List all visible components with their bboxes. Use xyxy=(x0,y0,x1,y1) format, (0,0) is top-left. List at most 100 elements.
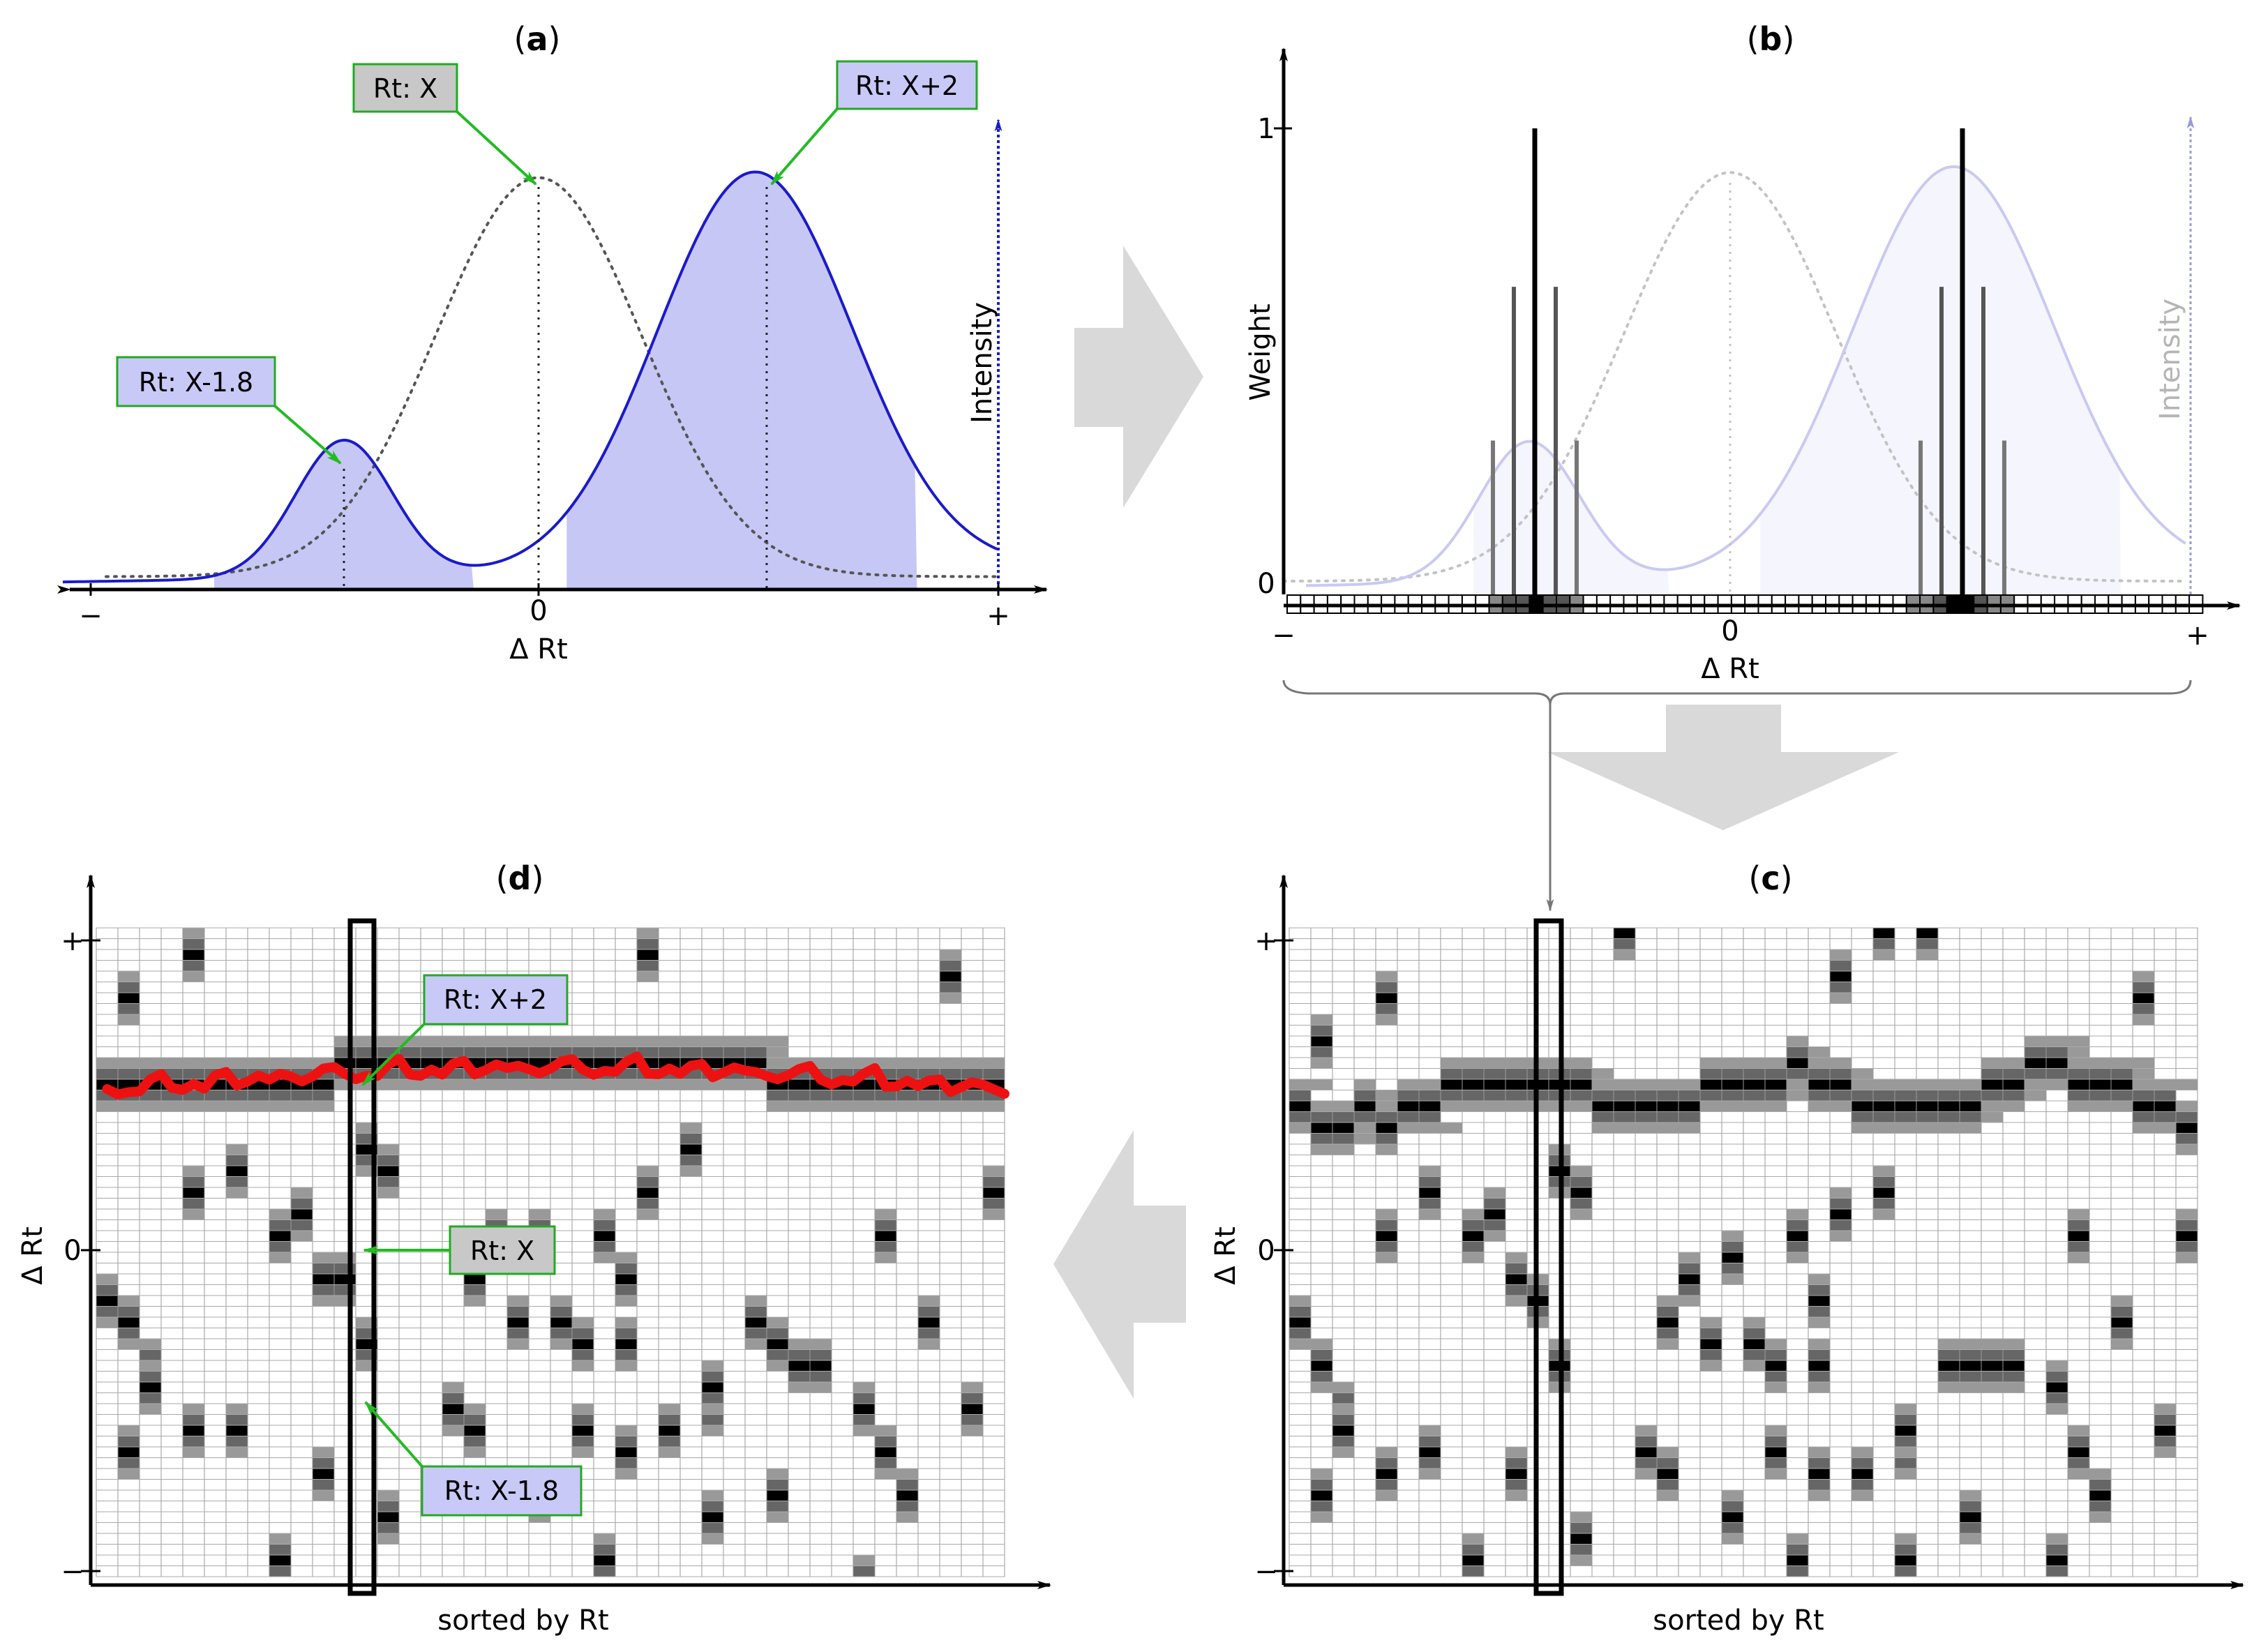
heatmap-cell xyxy=(1765,1469,1787,1479)
heatmap-cell xyxy=(118,993,140,1003)
heatmap-cell xyxy=(875,1425,896,1436)
heatmap-cell xyxy=(1332,1415,1354,1425)
heatmap-cell xyxy=(1852,1090,1873,1101)
heatmap-cell xyxy=(1570,1555,1592,1565)
heatmap-cell xyxy=(248,1058,269,1068)
heatmap-cell xyxy=(204,1090,226,1101)
heatmap-cell xyxy=(1830,961,1852,971)
heatmap-cell xyxy=(183,1090,204,1101)
heatmap-cell xyxy=(702,1512,723,1522)
heatmap-cell xyxy=(183,1209,204,1219)
heatmap-cell xyxy=(313,1447,334,1457)
heatmap-cell xyxy=(1743,1339,1765,1349)
heatmap-cell xyxy=(118,1447,140,1457)
faded-shade-x-minus-1-8 xyxy=(1473,441,1669,594)
heatmap-cell xyxy=(1419,1122,1441,1133)
heatmap-cell xyxy=(1808,1058,1830,1068)
heatmap-cell xyxy=(1311,1360,1332,1371)
heatmap-cell xyxy=(1808,1090,1830,1101)
heatmap-cell xyxy=(896,1480,918,1490)
heatmap-cell xyxy=(2003,1382,2025,1392)
heatmap-cell xyxy=(853,1090,875,1101)
heatmap-cell xyxy=(183,971,204,982)
flow-arrow-b-to-c xyxy=(1547,705,1899,830)
heatmap-cell xyxy=(2089,1101,2111,1111)
heatmap-cell xyxy=(659,1079,680,1090)
heatmap-cell xyxy=(2068,1252,2089,1263)
heatmap-cell xyxy=(291,1199,313,1209)
heatmap-cell xyxy=(875,1220,896,1231)
heatmap-cell xyxy=(680,1036,702,1046)
heatmap-cell xyxy=(940,1101,961,1111)
heatmap-cell xyxy=(313,1480,334,1490)
heatmap-cell xyxy=(1419,1469,1441,1479)
heatmap-cell xyxy=(2089,1079,2111,1090)
heatmap-cell xyxy=(875,1058,896,1068)
heatmap-cell xyxy=(1592,1079,1614,1090)
heatmap-cell xyxy=(745,1307,767,1317)
heatmap-cell xyxy=(1722,1501,1743,1512)
heatmap-cell xyxy=(204,1058,226,1068)
heatmap-cell xyxy=(1787,1058,1808,1068)
heatmap-cell xyxy=(1376,1447,1397,1457)
heatmap-cell xyxy=(1873,1090,1895,1101)
heatmap-cell xyxy=(377,1166,399,1176)
heatmap-cell xyxy=(183,1058,204,1068)
heatmap-cell xyxy=(637,971,659,982)
heatmap-cell xyxy=(594,1252,615,1263)
heatmap-cell xyxy=(1376,1112,1397,1122)
heatmap-cell xyxy=(550,1328,572,1339)
heatmap-cell xyxy=(1787,1036,1808,1046)
heatmap-cell xyxy=(702,1523,723,1533)
heatmap-cell xyxy=(226,1144,248,1155)
heatmap-cell xyxy=(291,1231,313,1241)
heatmap-cell xyxy=(615,1263,637,1274)
heatmap-cell xyxy=(1700,1101,1722,1111)
heatmap-cell xyxy=(983,1199,1005,1209)
heatmap-cell xyxy=(940,961,961,971)
heatmap-cell xyxy=(1916,1101,1938,1111)
heatmap-cell xyxy=(572,1425,594,1436)
heatmap-cell xyxy=(680,1122,702,1133)
heatmap-cell xyxy=(767,1512,788,1522)
heatmap-cell xyxy=(96,1101,118,1111)
heatmap-cell xyxy=(2176,1144,2198,1155)
heatmap-cell xyxy=(507,1079,529,1090)
callout-rt-x-box xyxy=(352,63,458,113)
heatmap-cell xyxy=(2068,1242,2089,1252)
heatmap-cell xyxy=(1938,1360,1960,1371)
heatmap-cell xyxy=(1960,1382,1981,1392)
heatmap-cell xyxy=(1462,1242,1484,1252)
heatmap-cell xyxy=(226,1425,248,1436)
heatmap-cell xyxy=(637,1209,659,1219)
heatmap-cell xyxy=(1332,1112,1354,1122)
heatmap-cell xyxy=(2068,1231,2089,1241)
heatmap-cell xyxy=(2111,1079,2133,1090)
heatmap-cell xyxy=(550,1069,572,1079)
heatmap-cell xyxy=(96,1058,118,1068)
heatmap-cell xyxy=(2176,1242,2198,1252)
heatmap-cell xyxy=(377,1155,399,1166)
heatmap-cell xyxy=(464,1285,486,1296)
heatmap-cell xyxy=(118,1328,140,1339)
heatmap-cell xyxy=(637,1047,659,1058)
heatmap-cell xyxy=(2133,971,2154,982)
heatmap-cell xyxy=(896,1058,918,1068)
heatmap-cell xyxy=(918,1317,940,1328)
heatmap-cell xyxy=(875,1458,896,1469)
heatmap-cell xyxy=(1635,1122,1657,1133)
heatmap-cell xyxy=(1830,971,1852,982)
heatmap-cell xyxy=(507,1036,529,1046)
heatmap-cell xyxy=(1808,1480,1830,1490)
heatmap-cell xyxy=(118,1004,140,1014)
heatmap-cell xyxy=(810,1101,832,1111)
heatmap-cell xyxy=(1787,1533,1808,1544)
heatmap-cell xyxy=(118,1296,140,1306)
heatmap-cell xyxy=(1743,1350,1765,1360)
heatmap-cell xyxy=(1852,1480,1873,1490)
heatmap-cell xyxy=(659,1436,680,1447)
heatmap-cell xyxy=(1960,1101,1981,1111)
heatmap-cell xyxy=(1765,1101,1787,1111)
heatmap-cell xyxy=(118,1458,140,1469)
heatmap-cell xyxy=(118,1339,140,1349)
